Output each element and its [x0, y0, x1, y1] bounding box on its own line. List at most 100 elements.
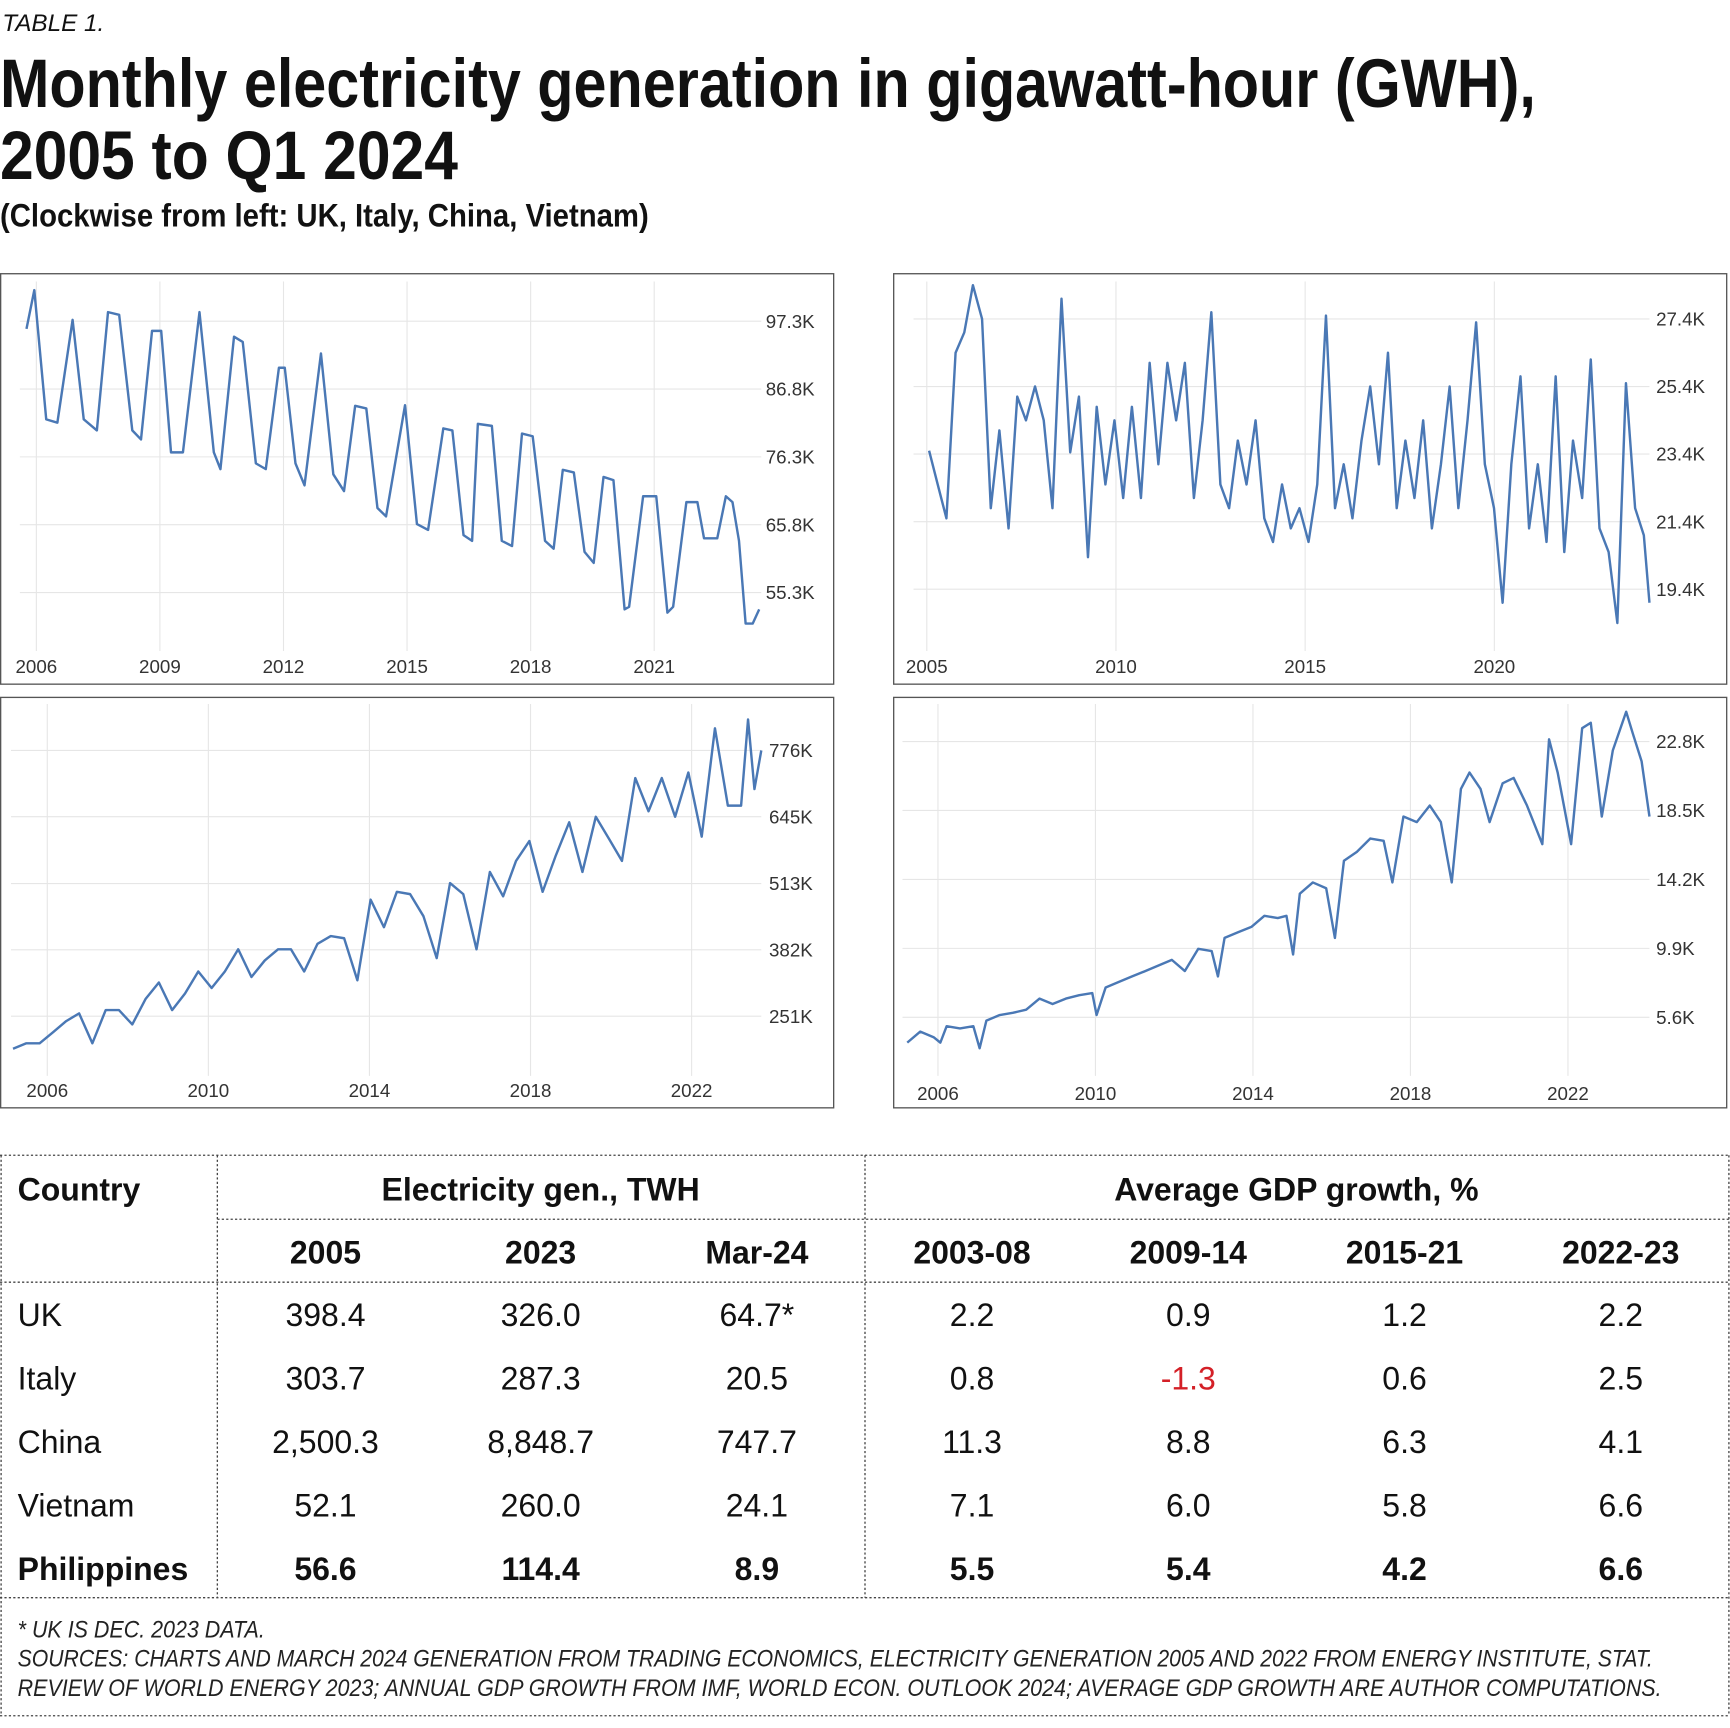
table-cell: 398.4	[285, 1297, 365, 1333]
row-label: China	[18, 1424, 102, 1460]
y-tick-label: 97.3K	[766, 311, 815, 332]
x-tick-label: 2018	[1390, 1083, 1432, 1104]
chart-panel	[0, 273, 835, 685]
subtitle: (Clockwise from left: UK, Italy, China, …	[0, 197, 649, 233]
x-tick-label: 2012	[263, 656, 305, 677]
table-frame	[0, 1154, 1730, 1717]
table-cell: 11.3	[942, 1424, 1002, 1460]
x-tick-label: 2021	[633, 656, 675, 677]
table-cell: 8.8	[1166, 1424, 1210, 1460]
x-tick-label: 2005	[906, 656, 948, 677]
table-cell: 5.4	[1166, 1551, 1211, 1587]
y-tick-label: 645K	[769, 806, 813, 827]
footnote: REVIEW OF WORLD ENERGY 2023; ANNUAL GDP …	[18, 1675, 1662, 1702]
row-label: Vietnam	[18, 1488, 135, 1524]
x-tick-label: 2010	[188, 1080, 230, 1101]
y-tick-label: 776K	[769, 740, 813, 761]
table-cell: 1.2	[1382, 1297, 1426, 1333]
x-tick-label: 2018	[510, 656, 552, 677]
table-cell: 0.6	[1382, 1361, 1426, 1397]
x-tick-label: 2014	[349, 1080, 391, 1101]
table-cell: -1.3	[1161, 1361, 1216, 1397]
table-cell: 5.8	[1382, 1488, 1426, 1524]
x-tick-label: 2009	[139, 656, 181, 677]
y-tick-label: 382K	[769, 939, 813, 960]
table-cell: 0.9	[1166, 1297, 1210, 1333]
x-tick-label: 2018	[510, 1080, 552, 1101]
data-line	[25, 288, 761, 625]
table-cell: 8,848.7	[487, 1424, 594, 1460]
column-header: 2003-08	[913, 1234, 1030, 1270]
table-cell: 6.6	[1599, 1488, 1643, 1524]
y-tick-label: 76.3K	[766, 447, 815, 468]
y-tick-label: 5.6K	[1656, 1007, 1695, 1028]
column-group-header: Electricity gen., TWH	[382, 1171, 700, 1207]
y-tick-label: 86.8K	[766, 379, 815, 400]
x-tick-label: 2022	[1547, 1083, 1589, 1104]
column-header: Country	[18, 1171, 141, 1207]
x-tick-label: 2015	[1284, 656, 1326, 677]
table-cell: 2.2	[1599, 1297, 1643, 1333]
table-cell: 64.7*	[720, 1297, 795, 1333]
data-line	[927, 283, 1651, 625]
y-tick-label: 25.4K	[1656, 376, 1705, 397]
y-tick-label: 9.9K	[1656, 938, 1695, 959]
table-cell: 0.8	[950, 1361, 994, 1397]
column-group-header: Average GDP growth, %	[1114, 1171, 1478, 1207]
title-line: 2005 to Q1 2024	[0, 118, 458, 194]
y-tick-label: 22.8K	[1656, 731, 1705, 752]
data-line	[906, 710, 1651, 1050]
table-cell: 4.2	[1382, 1551, 1426, 1587]
y-tick-label: 21.4K	[1656, 511, 1705, 532]
chart-panel	[893, 696, 1728, 1109]
column-header: 2005	[290, 1234, 361, 1270]
x-tick-label: 2014	[1232, 1083, 1274, 1104]
table-cell: 326.0	[501, 1297, 581, 1333]
column-header: 2015-21	[1346, 1234, 1463, 1270]
table-cell: 52.1	[294, 1488, 356, 1524]
y-tick-label: 55.3K	[766, 582, 815, 603]
table-cell: 260.0	[501, 1488, 581, 1524]
y-tick-label: 65.8K	[766, 514, 815, 535]
footnote: * UK IS DEC. 2023 DATA.	[18, 1616, 265, 1643]
table-cell: 2.2	[950, 1297, 994, 1333]
chart-panel	[0, 696, 835, 1109]
data-line	[12, 718, 763, 1050]
table-cell: 747.7	[717, 1424, 797, 1460]
y-tick-label: 251K	[769, 1006, 813, 1027]
table-cell: 6.6	[1599, 1551, 1643, 1587]
footnote: SOURCES: CHARTS AND MARCH 2024 GENERATIO…	[18, 1646, 1653, 1673]
table-cell: 20.5	[726, 1361, 788, 1397]
table-cell: 24.1	[726, 1488, 788, 1524]
y-tick-label: 27.4K	[1656, 309, 1705, 330]
y-tick-label: 19.4K	[1656, 579, 1705, 600]
title-line: Monthly electricity generation in gigawa…	[0, 46, 1536, 122]
chart-panel	[893, 273, 1728, 685]
y-tick-label: 513K	[769, 873, 813, 894]
row-label: UK	[18, 1297, 62, 1333]
x-tick-label: 2006	[15, 656, 57, 677]
column-header: 2022-23	[1562, 1234, 1679, 1270]
table-cell: 6.0	[1166, 1488, 1210, 1524]
x-tick-label: 2020	[1473, 656, 1515, 677]
y-tick-label: 23.4K	[1656, 444, 1705, 465]
table-cell: 56.6	[294, 1551, 356, 1587]
x-tick-label: 2010	[1075, 1083, 1117, 1104]
table-cell: 114.4	[501, 1551, 579, 1587]
table-cell: 6.3	[1382, 1424, 1426, 1460]
column-header: 2009-14	[1130, 1234, 1248, 1270]
table-cell: 2.5	[1599, 1361, 1643, 1397]
row-label: Philippines	[18, 1551, 189, 1587]
table-cell: 2,500.3	[272, 1424, 379, 1460]
x-tick-label: 2022	[671, 1080, 713, 1101]
row-label: Italy	[18, 1361, 77, 1397]
column-header: 2023	[505, 1234, 576, 1270]
y-tick-label: 18.5K	[1656, 800, 1705, 821]
table-cell: 7.1	[950, 1488, 994, 1524]
x-tick-label: 2010	[1095, 656, 1137, 677]
column-header: Mar-24	[705, 1234, 808, 1270]
y-tick-label: 14.2K	[1656, 869, 1705, 890]
x-tick-label: 2006	[917, 1083, 959, 1104]
table-cell: 4.1	[1599, 1424, 1643, 1460]
